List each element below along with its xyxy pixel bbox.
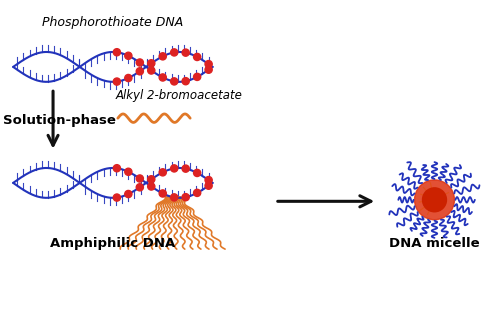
Circle shape <box>114 165 120 172</box>
Text: Solution-phase: Solution-phase <box>3 114 116 127</box>
Circle shape <box>159 190 166 197</box>
Circle shape <box>205 61 212 68</box>
Circle shape <box>194 169 200 176</box>
Circle shape <box>136 175 143 182</box>
Circle shape <box>159 74 166 81</box>
Circle shape <box>205 182 212 189</box>
Circle shape <box>170 49 178 56</box>
Circle shape <box>182 78 190 85</box>
Circle shape <box>114 78 120 85</box>
Circle shape <box>159 53 166 60</box>
Circle shape <box>182 49 190 56</box>
Circle shape <box>205 66 212 73</box>
Circle shape <box>136 68 143 75</box>
Circle shape <box>159 169 166 176</box>
Circle shape <box>182 165 190 172</box>
Circle shape <box>136 184 143 191</box>
Circle shape <box>194 189 200 197</box>
Circle shape <box>136 59 143 66</box>
Circle shape <box>194 53 200 61</box>
Text: Amphiphilic DNA: Amphiphilic DNA <box>50 237 176 249</box>
Circle shape <box>124 74 132 82</box>
Circle shape <box>205 176 212 184</box>
Circle shape <box>124 190 132 197</box>
Circle shape <box>148 67 155 74</box>
Circle shape <box>124 52 132 59</box>
Circle shape <box>170 194 178 201</box>
Circle shape <box>124 168 132 175</box>
Circle shape <box>114 194 120 201</box>
Circle shape <box>170 78 178 85</box>
Circle shape <box>422 188 446 212</box>
Circle shape <box>170 165 178 172</box>
Circle shape <box>414 180 455 220</box>
Text: Alkyl 2-bromoacetate: Alkyl 2-bromoacetate <box>116 89 242 102</box>
Text: Phosphorothioate DNA: Phosphorothioate DNA <box>42 16 184 29</box>
Text: DNA micelle: DNA micelle <box>389 237 480 249</box>
Circle shape <box>148 176 155 183</box>
Circle shape <box>194 73 200 80</box>
Circle shape <box>148 183 155 190</box>
Circle shape <box>182 194 190 201</box>
Circle shape <box>114 49 120 56</box>
Circle shape <box>148 60 155 67</box>
